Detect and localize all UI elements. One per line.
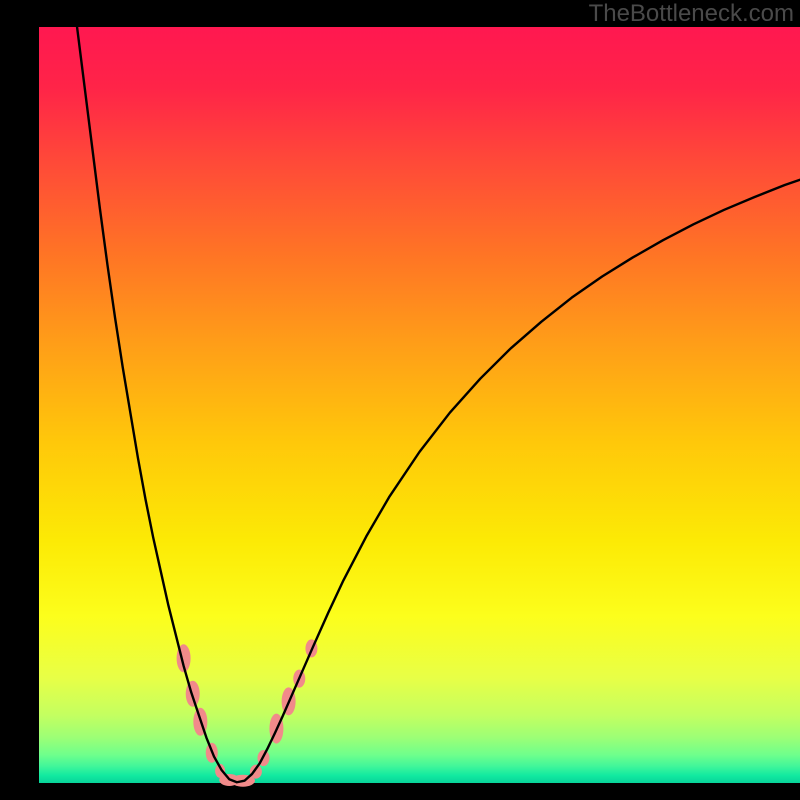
curve-layer — [39, 27, 800, 783]
bottleneck-curve — [77, 27, 800, 782]
chart-stage: TheBottleneck.com — [0, 0, 800, 800]
watermark-text: TheBottleneck.com — [589, 0, 794, 28]
plot-area — [39, 27, 800, 783]
